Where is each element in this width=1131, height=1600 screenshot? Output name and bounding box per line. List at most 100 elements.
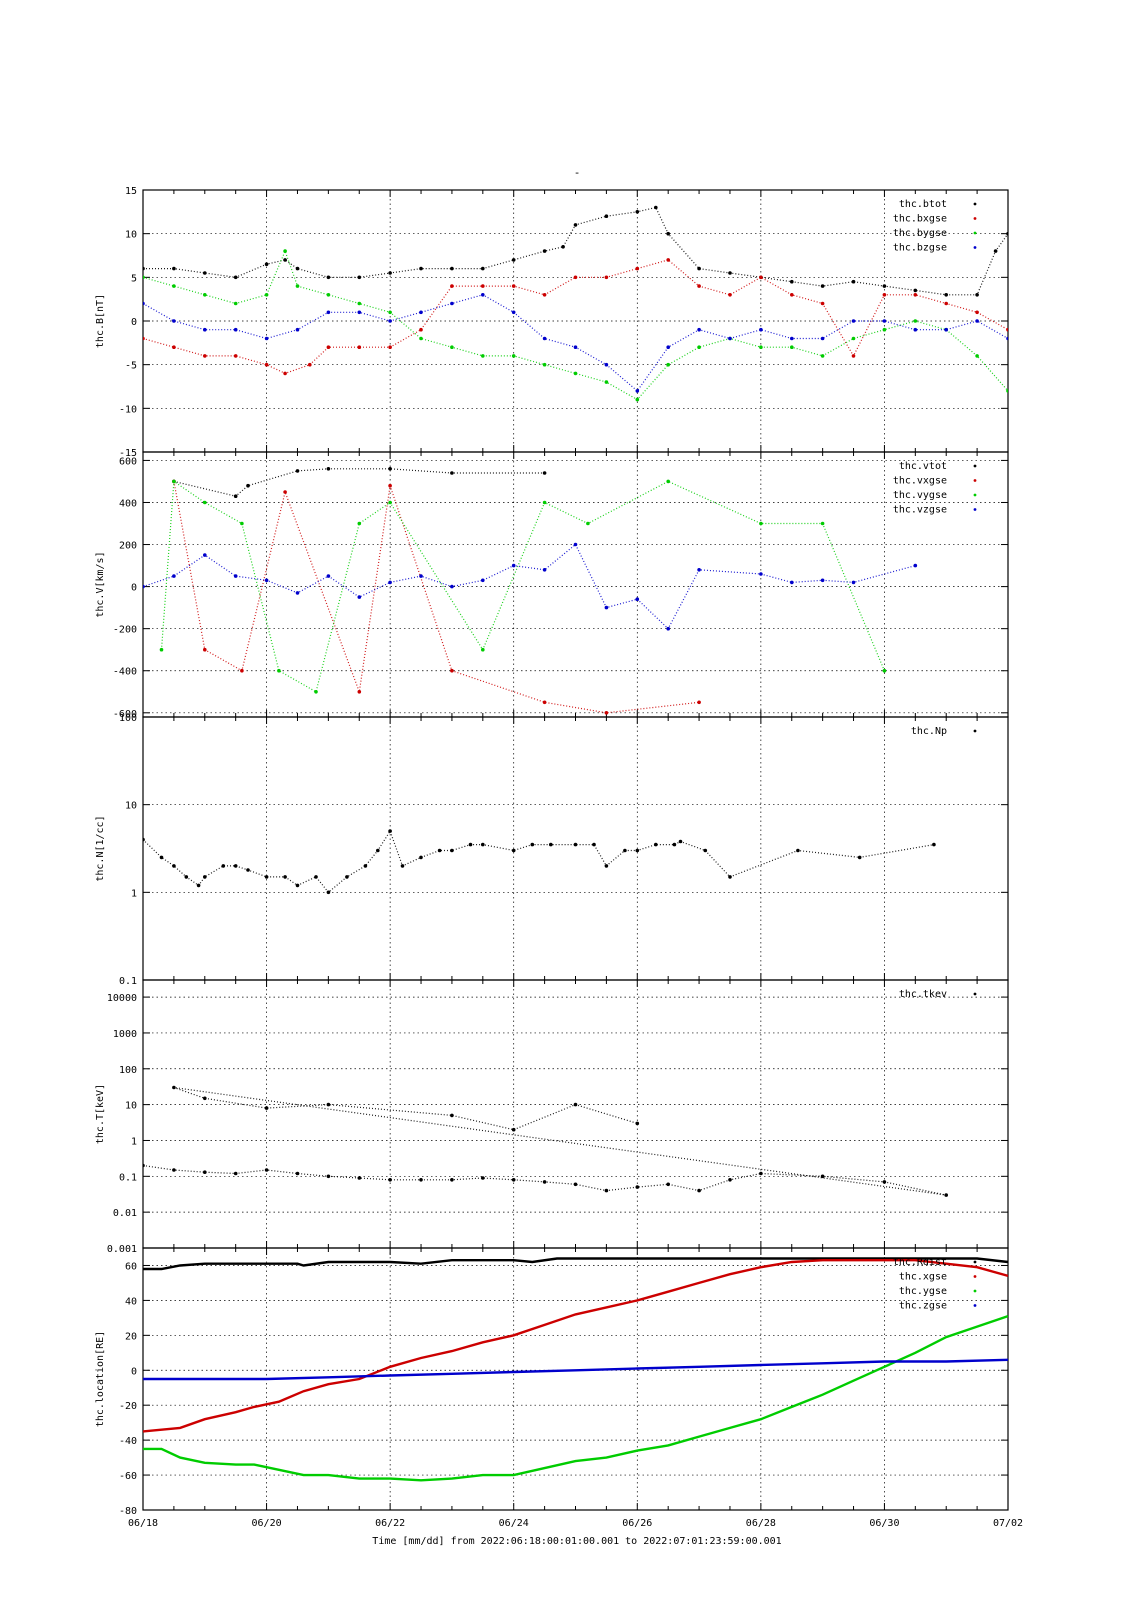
data-point xyxy=(203,553,207,557)
data-point xyxy=(481,284,485,288)
data-point xyxy=(450,1178,454,1182)
legend-label: thc.zgse xyxy=(899,1301,947,1312)
data-point xyxy=(511,310,516,315)
data-point xyxy=(264,1168,269,1172)
data-point xyxy=(326,890,331,895)
data-point xyxy=(326,467,331,471)
series-trace-thc.vtot xyxy=(173,468,545,497)
data-point xyxy=(932,842,936,847)
y-tick-label: -80 xyxy=(119,1506,137,1517)
data-point xyxy=(400,864,405,868)
data-point xyxy=(635,389,640,393)
data-point xyxy=(697,327,701,332)
data-point xyxy=(184,875,189,879)
data-point xyxy=(388,1178,392,1182)
data-point xyxy=(975,293,979,297)
y-axis-label: thc.location[RE] xyxy=(95,1331,106,1427)
data-point xyxy=(159,855,164,860)
data-point xyxy=(283,490,287,494)
legend-label: thc.vygse xyxy=(893,490,947,501)
y-tick-label: 0.001 xyxy=(107,1244,137,1255)
x-tick-label: 06/24 xyxy=(499,1518,529,1529)
legend-label: thc.bzgse xyxy=(893,243,947,254)
data-point xyxy=(703,848,708,853)
data-point xyxy=(450,1113,454,1118)
data-point xyxy=(511,1178,516,1182)
data-point xyxy=(233,864,238,868)
y-tick-label: 15 xyxy=(125,186,137,197)
data-point xyxy=(1006,336,1008,341)
data-point xyxy=(246,483,250,488)
data-point xyxy=(1006,327,1008,332)
data-point xyxy=(203,293,207,297)
x-tick-label: 07/02 xyxy=(993,1518,1023,1529)
data-point xyxy=(635,848,640,853)
data-point xyxy=(573,345,578,350)
y-tick-label: 1 xyxy=(131,1136,137,1147)
data-point xyxy=(542,500,547,505)
data-point xyxy=(654,205,658,210)
data-point xyxy=(604,864,609,868)
data-point xyxy=(295,284,300,288)
data-point xyxy=(635,597,640,601)
data-point xyxy=(277,668,281,673)
y-tick-label: 5 xyxy=(131,273,137,284)
y-tick-label: -10 xyxy=(119,404,137,415)
data-point xyxy=(481,293,485,297)
panel-0: 15 10 5 0 -5 -10 -15 thc.B[nT] thc.btot thc.bxgse… xyxy=(95,186,1009,459)
data-point xyxy=(388,467,392,471)
y-tick-label: 20 xyxy=(125,1331,137,1342)
data-point xyxy=(450,345,454,350)
data-point xyxy=(573,1182,578,1187)
legend-label: thc.btot xyxy=(899,199,947,210)
data-point xyxy=(357,1176,362,1180)
data-point xyxy=(357,521,362,526)
data-point xyxy=(944,327,948,332)
data-point xyxy=(728,1178,732,1182)
data-point xyxy=(376,848,380,853)
panel-2: 100 10 1 0.1 thc.N[1/cc] thc.Np xyxy=(95,713,1009,987)
legend-label: thc.tkev xyxy=(899,989,947,1000)
data-point xyxy=(623,848,627,853)
y-tick-label: 100 xyxy=(119,1065,137,1076)
data-point xyxy=(264,875,269,879)
data-point xyxy=(882,319,887,323)
data-point xyxy=(203,327,207,332)
data-point xyxy=(357,595,362,599)
data-point xyxy=(264,336,269,341)
legend-marker xyxy=(973,1304,977,1307)
data-point xyxy=(820,354,825,358)
data-point xyxy=(759,327,763,332)
y-tick-label: 0.1 xyxy=(119,976,137,987)
y-tick-label: 0.1 xyxy=(119,1172,137,1183)
y-axis-label: thc.V[km/s] xyxy=(95,551,106,617)
data-point xyxy=(481,1176,485,1180)
panel-frame xyxy=(142,451,1009,718)
data-point xyxy=(233,275,238,280)
data-point xyxy=(573,223,578,227)
y-tick-label: 10 xyxy=(125,230,137,241)
y-axis-label: thc.T[keV] xyxy=(95,1084,106,1144)
data-point xyxy=(666,362,670,367)
data-point xyxy=(1006,231,1008,236)
data-point xyxy=(264,362,269,367)
data-point xyxy=(326,574,331,578)
data-point xyxy=(604,362,609,367)
legend-marker xyxy=(973,479,977,482)
data-point xyxy=(295,591,300,595)
legend-marker xyxy=(973,1275,977,1278)
data-point xyxy=(759,345,763,350)
data-point xyxy=(233,574,238,578)
data-point xyxy=(450,471,454,475)
series-trace-thc.Np xyxy=(143,829,935,894)
data-point xyxy=(450,284,454,288)
data-point xyxy=(882,668,887,673)
data-point xyxy=(759,1171,763,1176)
data-point xyxy=(357,310,362,315)
data-point xyxy=(790,580,794,585)
data-point xyxy=(283,371,287,376)
data-point xyxy=(308,362,312,367)
data-point xyxy=(654,842,658,847)
data-point xyxy=(419,266,423,271)
data-point xyxy=(233,354,238,358)
